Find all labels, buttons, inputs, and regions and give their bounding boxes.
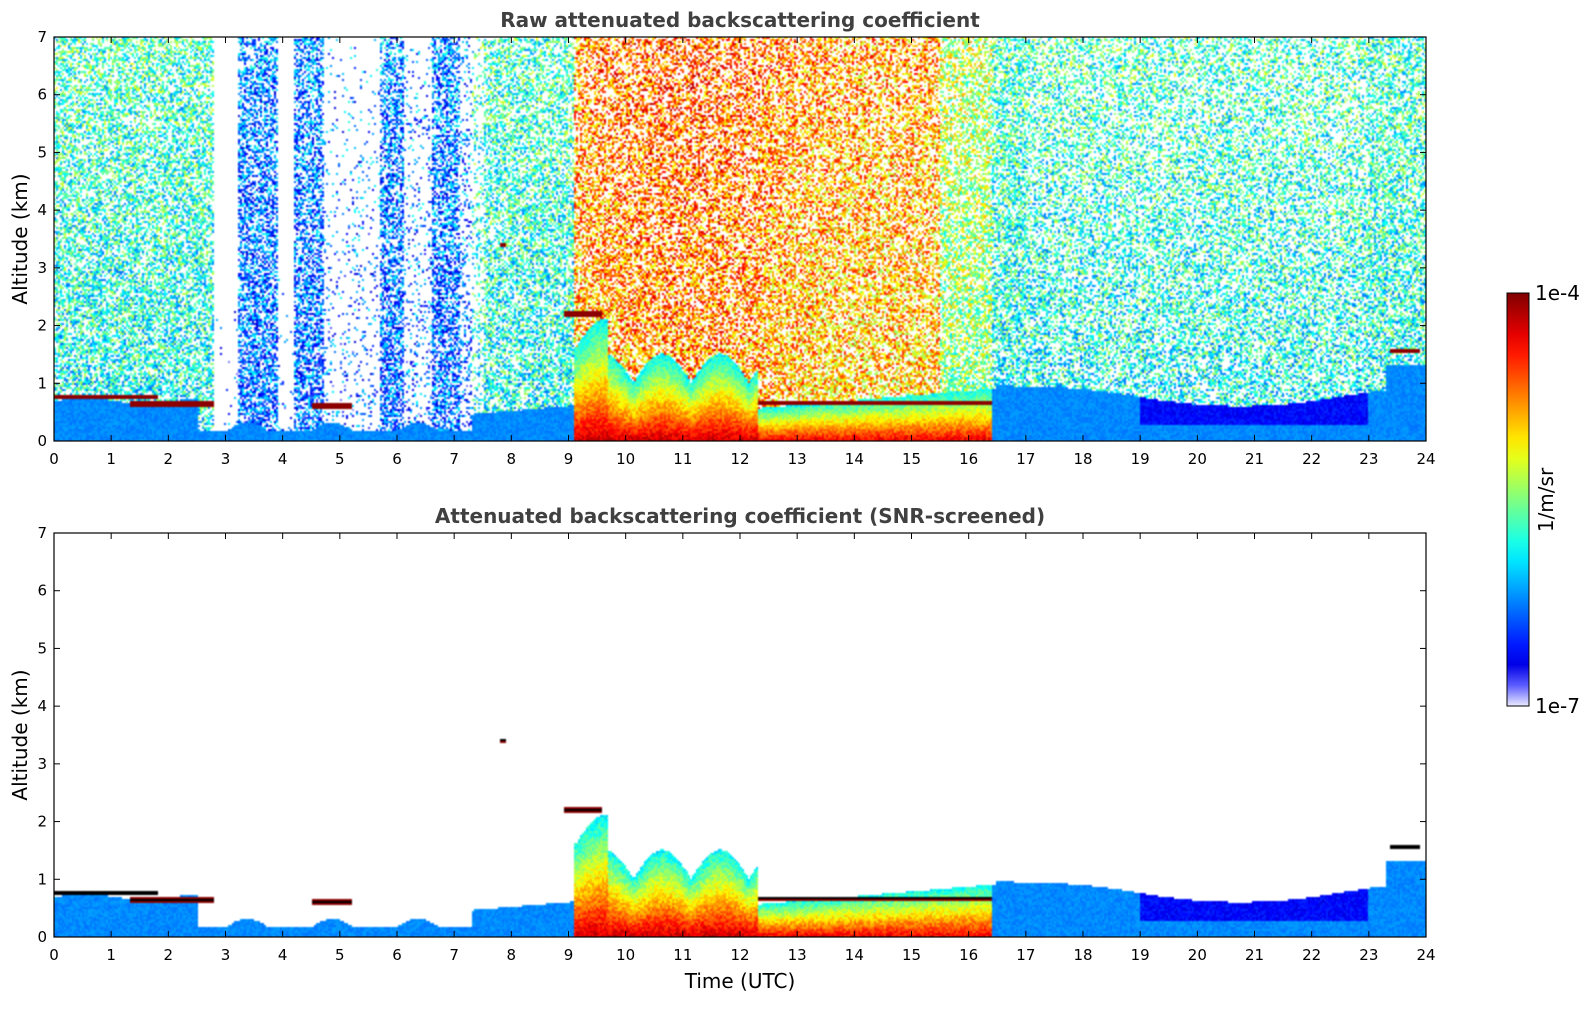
colorbar-frame: [1506, 292, 1530, 707]
y-tick-label: 6: [37, 86, 47, 104]
y-tick-label: 4: [37, 201, 47, 219]
x-tick-label: 4: [278, 450, 288, 468]
axes: 0 1 2 3 4 5 6 7 8 9 10 11 12 13 14 15 16 17 18 19 20 21 22 23 24…: [37, 28, 1435, 468]
x-tick-label: 16: [959, 450, 978, 468]
x-tick-label: 23: [1359, 946, 1378, 964]
y-tick-label: 4: [37, 697, 47, 715]
y-tick-label: 5: [37, 143, 47, 161]
colorbar-unit-label: 1/m/sr: [1534, 467, 1558, 532]
x-tick-label: 2: [164, 946, 174, 964]
x-tick-label: 3: [221, 946, 231, 964]
x-tick-label: 11: [673, 450, 692, 468]
x-tick-label: 5: [335, 450, 345, 468]
colorbar-max-label: 1e-4: [1535, 281, 1580, 305]
y-tick-label: 1: [37, 374, 47, 392]
x-tick-label: 20: [1188, 450, 1207, 468]
colorbar-min-label: 1e-7: [1535, 694, 1580, 718]
y-tick-label: 1: [37, 870, 47, 888]
panel-raw: Raw attenuated backscattering coefficien…: [8, 8, 1436, 468]
x-tick-label: 24: [1416, 450, 1435, 468]
x-tick-label: 17: [1016, 450, 1035, 468]
x-tick-label: 16: [959, 946, 978, 964]
x-tick-label: 14: [845, 450, 864, 468]
x-tick-label: 19: [1131, 450, 1150, 468]
x-tick-label: 22: [1302, 450, 1321, 468]
x-tick-label: 12: [730, 450, 749, 468]
x-tick-label: 21: [1245, 450, 1264, 468]
y-tick-label: 7: [37, 28, 47, 46]
x-tick-label: 22: [1302, 946, 1321, 964]
y-tick-label: 0: [37, 928, 47, 946]
x-tick-label: 17: [1016, 946, 1035, 964]
x-tick-label: 5: [335, 946, 345, 964]
x-tick-label: 6: [392, 946, 402, 964]
x-tick-label: 9: [564, 450, 574, 468]
axes: 0 1 2 3 4 5 6 7 8 9 10 11 12 13 14 15 16 17 18 19 20 21 22 23 24…: [37, 524, 1435, 964]
x-tick-label: 13: [788, 450, 807, 468]
panel-title: Raw attenuated backscattering coefficien…: [500, 8, 980, 32]
colorbar-gradient: [1507, 293, 1529, 706]
y-tick-label: 3: [37, 755, 47, 773]
x-tick-label: 18: [1073, 946, 1092, 964]
x-tick-label: 24: [1416, 946, 1435, 964]
x-tick-label: 0: [49, 450, 59, 468]
x-tick-label: 4: [278, 946, 288, 964]
x-tick-label: 21: [1245, 946, 1264, 964]
x-tick-label: 10: [616, 450, 635, 468]
x-tick-label: 7: [449, 450, 459, 468]
x-tick-label: 0: [49, 946, 59, 964]
y-axis-label: Altitude (km): [8, 669, 32, 800]
y-tick-label: 2: [37, 813, 47, 831]
backscatter-heatmap: [54, 37, 1426, 441]
panel-title: Attenuated backscattering coefficient (S…: [435, 504, 1045, 528]
x-tick-label: 15: [902, 946, 921, 964]
y-tick-label: 6: [37, 582, 47, 600]
y-tick-label: 7: [37, 524, 47, 542]
y-tick-label: 2: [37, 317, 47, 335]
x-tick-label: 11: [673, 946, 692, 964]
x-tick-label: 14: [845, 946, 864, 964]
x-tick-label: 2: [164, 450, 174, 468]
y-tick-label: 5: [37, 639, 47, 657]
x-tick-label: 1: [106, 450, 116, 468]
x-tick-label: 9: [564, 946, 574, 964]
x-axis-label: Time (UTC): [684, 969, 796, 993]
x-tick-label: 12: [730, 946, 749, 964]
panel-screened: Attenuated backscattering coefficient (S…: [8, 504, 1436, 993]
y-axis-label: Altitude (km): [8, 173, 32, 304]
backscatter-heatmap: [54, 533, 1426, 937]
x-tick-label: 20: [1188, 946, 1207, 964]
x-tick-label: 7: [449, 946, 459, 964]
x-tick-label: 10: [616, 946, 635, 964]
x-tick-label: 13: [788, 946, 807, 964]
x-tick-label: 6: [392, 450, 402, 468]
x-tick-label: 8: [507, 450, 517, 468]
x-tick-label: 15: [902, 450, 921, 468]
y-tick-label: 0: [37, 432, 47, 450]
colorbar: 1e-4 1e-7 1/m/sr: [1506, 281, 1580, 718]
x-tick-label: 18: [1073, 450, 1092, 468]
x-tick-label: 1: [106, 946, 116, 964]
x-tick-label: 8: [507, 946, 517, 964]
x-tick-label: 19: [1131, 946, 1150, 964]
x-tick-label: 23: [1359, 450, 1378, 468]
y-tick-label: 3: [37, 259, 47, 277]
x-tick-label: 3: [221, 450, 231, 468]
